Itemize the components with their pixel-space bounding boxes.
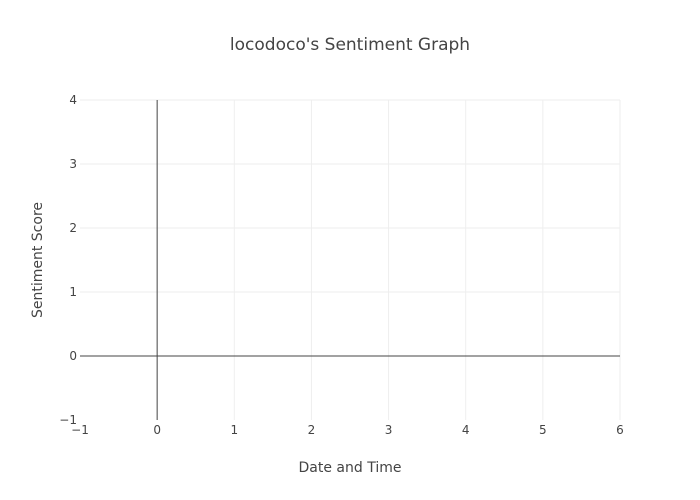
y-axis-title: Sentiment Score <box>30 202 46 318</box>
x-tick-label: 1 <box>230 423 238 437</box>
y-tick-label: 4 <box>69 93 77 107</box>
x-axis-title: Date and Time <box>299 460 402 476</box>
x-tick-label: 0 <box>153 423 161 437</box>
x-tick-label: 2 <box>308 423 316 437</box>
x-tick-label: 6 <box>616 423 624 437</box>
grid-layer <box>80 99 621 420</box>
y-tick-label: 0 <box>69 349 77 363</box>
y-tick-labels: −1 0 1 2 3 4 <box>59 93 77 427</box>
x-tick-labels: −1 0 1 2 3 4 5 6 <box>71 423 624 437</box>
y-tick-label: 2 <box>69 221 77 235</box>
y-tick-label: 1 <box>69 285 77 299</box>
x-tick-label: 3 <box>385 423 393 437</box>
y-tick-label: 3 <box>69 157 77 171</box>
y-tick-label: −1 <box>59 413 77 427</box>
chart-title: locodoco's Sentiment Graph <box>230 35 470 55</box>
x-tick-label: 4 <box>462 423 470 437</box>
zero-line-layer <box>80 100 620 420</box>
x-tick-label: −1 <box>71 423 89 437</box>
x-tick-label: 5 <box>539 423 547 437</box>
